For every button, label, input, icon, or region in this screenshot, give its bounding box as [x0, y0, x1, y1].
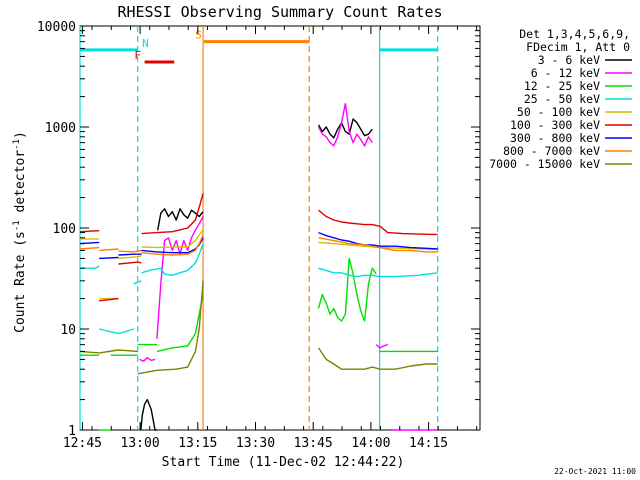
x-tick-label-6: 14:15 — [409, 436, 448, 451]
band-label-S: S — [195, 29, 202, 42]
legend-label-0: 3 - 6 keV — [538, 53, 600, 67]
series-6-segment-1 — [99, 256, 119, 260]
series-3-segment-4 — [318, 267, 438, 278]
y-axis-label: Count Rate (s-1 detector-1) — [12, 131, 28, 333]
legend-label-1: 6 - 12 keV — [531, 66, 600, 80]
legend-header-line-2: FDecim 1, Att 0 — [526, 40, 630, 54]
legend-label-6: 300 - 800 keV — [510, 131, 600, 145]
y-axis-label-close: ) — [13, 131, 28, 139]
band-label-F: F — [134, 49, 141, 62]
legend-header-line-1: Det 1,3,4,5,6,9, — [519, 27, 630, 41]
series-5-segment-3 — [141, 193, 204, 235]
series-3-segment-1 — [99, 328, 135, 335]
y-axis-label-superscript: -1 — [12, 220, 22, 231]
series-1-segment-2 — [317, 102, 373, 147]
chart-title: RHESSI Observing Summary Count Rates — [117, 3, 442, 21]
series-3-segment-3 — [141, 243, 204, 276]
attenuator-bands: NF S — [80, 29, 438, 64]
legend-label-4: 50 - 100 keV — [517, 105, 600, 119]
series-1-segment-0 — [139, 357, 156, 362]
y-tick-label-4: 10000 — [37, 20, 76, 35]
y-tick-label-1: 10 — [60, 323, 76, 338]
series-3-segment-2 — [133, 280, 142, 285]
series-7-segment-1 — [99, 248, 119, 252]
x-tick-label-2: 13:15 — [178, 436, 217, 451]
y-tick-label-2: 100 — [53, 222, 76, 237]
series-5-segment-0 — [79, 230, 100, 233]
series-5-segment-2 — [118, 261, 142, 265]
y-tick-label-3: 1000 — [45, 121, 76, 136]
series-1-segment-3 — [375, 343, 388, 349]
legend-label-2: 12 - 25 keV — [524, 79, 600, 93]
series-7-segment-0 — [79, 246, 100, 250]
series-3-segment-0 — [80, 265, 100, 269]
series-5-segment-4 — [318, 209, 438, 236]
series-4-segment-3 — [141, 229, 204, 249]
x-tick-label-3: 13:30 — [236, 436, 275, 451]
series-7-segment-3 — [141, 234, 204, 256]
legend-label-3: 25 - 50 keV — [524, 92, 600, 106]
series-0-segment-0 — [140, 398, 157, 431]
series-7-segment-4 — [318, 237, 438, 253]
y-tick-label-0: 1 — [68, 424, 76, 439]
series-layer — [79, 102, 438, 431]
y-ticks: 1 10 100 1000 10000 — [37, 20, 480, 439]
series-8-segment-1 — [137, 280, 204, 375]
legend: Det 1,3,4,5,6,9, FDecim 1, Att 0 3 - 6 k… — [489, 27, 632, 171]
series-0-segment-2 — [317, 118, 373, 139]
series-2-segment-5 — [317, 257, 377, 322]
x-tick-label-4: 13:45 — [294, 436, 333, 451]
plot-area: NFS 12:45 13:00 13:15 13:30 13:45 14:00 14:15 … — [37, 20, 481, 451]
x-tick-label-0: 12:45 — [63, 436, 102, 451]
series-0-segment-1 — [157, 208, 204, 231]
y-axis-label-prefix: Count Rate (s — [13, 231, 28, 333]
legend-label-8: 7000 - 15000 keV — [489, 157, 600, 171]
series-5-segment-1 — [99, 297, 119, 302]
footer-date: 22-Oct-2021 11:00 — [554, 467, 636, 476]
x-ticks: 12:45 13:00 13:15 13:30 13:45 14:00 14:15 — [63, 26, 478, 451]
x-tick-label-1: 13:00 — [121, 436, 160, 451]
series-2-segment-4 — [156, 294, 204, 353]
series-6-segment-2 — [118, 253, 142, 256]
x-tick-label-5: 14:00 — [351, 436, 390, 451]
y-axis-label-superscript-2: -1 — [12, 139, 22, 150]
x-axis-label: Start Time (11-Dec-02 12:44:22) — [162, 455, 405, 470]
plot-frame — [79, 25, 481, 431]
series-8-segment-0 — [79, 349, 138, 354]
series-4-segment-2 — [118, 255, 142, 260]
band-label-N: N — [142, 37, 149, 50]
series-7-segment-2 — [118, 249, 142, 253]
legend-label-5: 100 - 300 keV — [510, 118, 600, 132]
y-axis-label-suffix: detector — [13, 150, 28, 221]
series-8-segment-2 — [317, 347, 438, 370]
legend-label-7: 800 - 7000 keV — [503, 144, 600, 158]
series-1-segment-1 — [156, 216, 204, 339]
